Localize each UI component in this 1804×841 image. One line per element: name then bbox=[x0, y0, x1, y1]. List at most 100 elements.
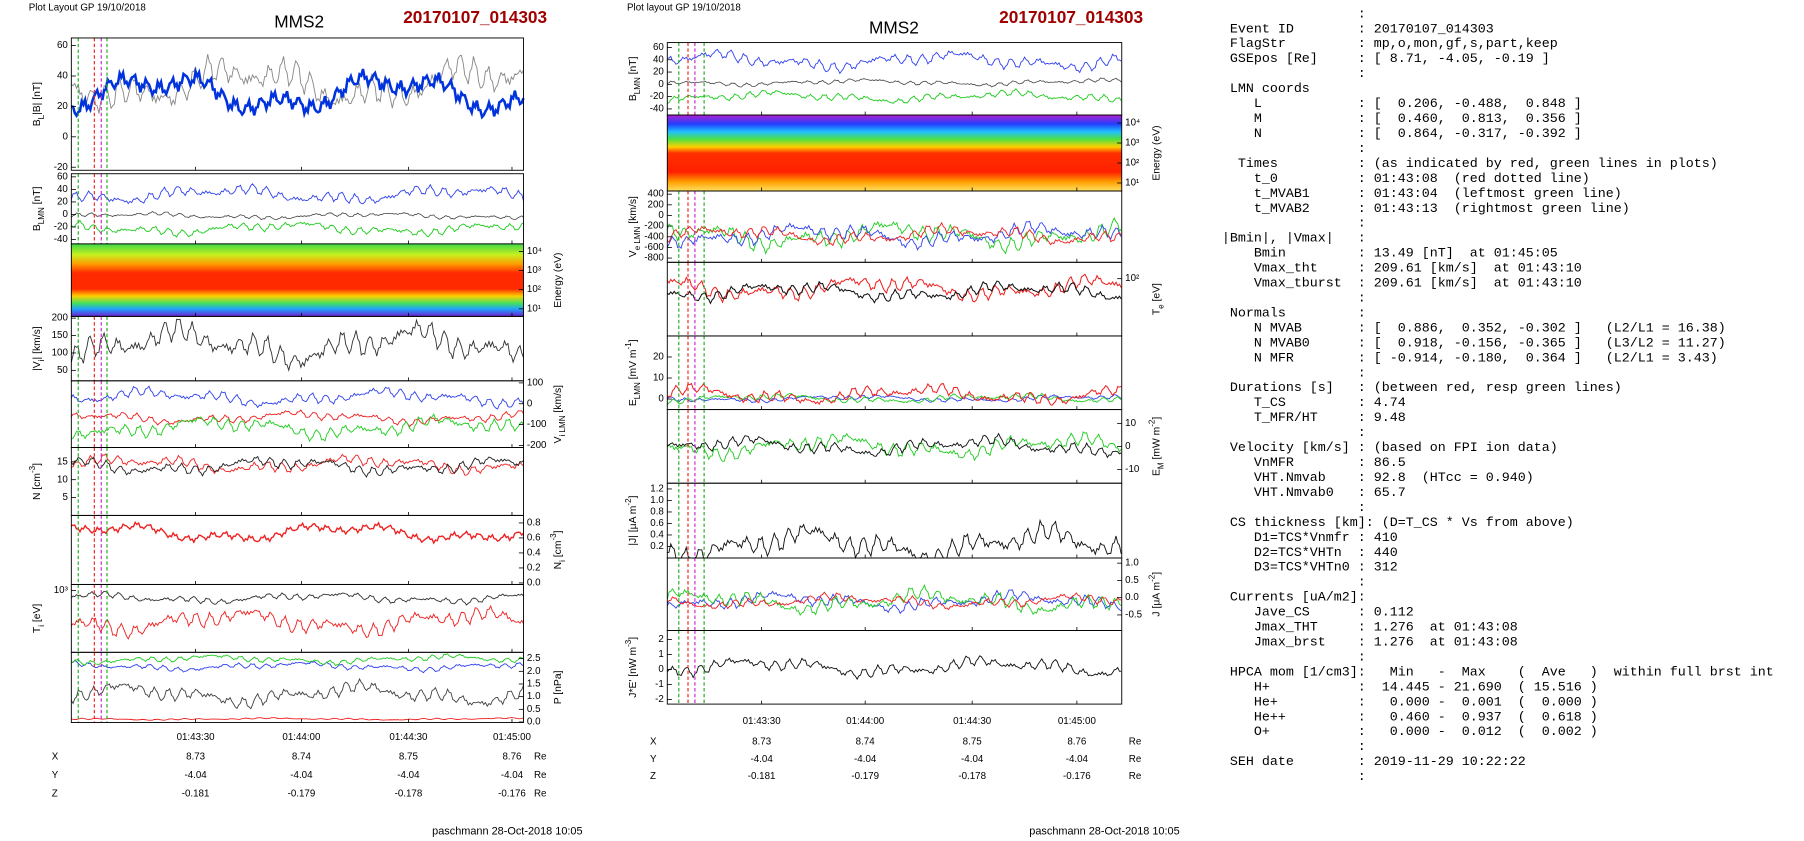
summary-line: SEH date : 2019-11-29 10:22:22 bbox=[1222, 755, 1526, 770]
x-tick-label: 01:43:30 bbox=[177, 732, 216, 743]
coord-name: X bbox=[650, 737, 657, 748]
coord-value: 8.76 bbox=[1067, 737, 1086, 748]
panel-frame bbox=[666, 190, 1123, 263]
y-tick-label: 1.0 bbox=[650, 495, 664, 506]
summary-line: N MVAB : [ 0.886, 0.352, -0.302 ] (L2/L1… bbox=[1222, 321, 1726, 336]
coord-value: -4.04 bbox=[961, 754, 984, 765]
summary-line: : bbox=[1222, 142, 1366, 157]
y-axis-label-part: ] bbox=[1151, 572, 1162, 575]
y-tick-label: 150 bbox=[52, 330, 69, 341]
traces bbox=[666, 655, 1122, 681]
coord-name: X bbox=[52, 752, 59, 763]
summary-line: t_MVAB1 : 01:43:04 (leftmost green line) bbox=[1222, 187, 1622, 202]
coord-value: -4.04 bbox=[290, 770, 313, 781]
spectrogram bbox=[667, 115, 1122, 191]
panel-frame bbox=[666, 42, 1123, 116]
y-tick-label: 400 bbox=[648, 189, 665, 200]
summary-line: D3=TCS*VHTn0 : 312 bbox=[1222, 561, 1398, 576]
y-axis-label-part: J*E' [nW m bbox=[628, 647, 639, 698]
y-tick-label: -800 bbox=[644, 253, 664, 264]
y-axis-label-part: |J| [μA m bbox=[628, 506, 639, 546]
x-tick-label: 01:45:00 bbox=[493, 732, 532, 743]
summary-line: FlagStr : mp,o,mon,gf,s,part,keep bbox=[1222, 37, 1558, 52]
summary-line: N MVAB0 : [ 0.918, -0.156, -0.365 ] (L3/… bbox=[1222, 336, 1726, 351]
spectrogram bbox=[71, 243, 524, 317]
coord-unit: Re bbox=[534, 788, 546, 799]
coord-value: 8.73 bbox=[186, 752, 205, 763]
y-tick-label: 20 bbox=[57, 101, 68, 112]
plot-title: MMS2 bbox=[869, 17, 919, 37]
y-axis-label-part: ] bbox=[628, 637, 639, 640]
y-tick-label: -100 bbox=[527, 419, 547, 430]
trace bbox=[70, 409, 524, 428]
traces bbox=[667, 518, 1122, 560]
coord-value: -0.179 bbox=[851, 771, 879, 782]
y-tick-label: -1 bbox=[655, 679, 664, 690]
y-tick-label: -200 bbox=[644, 221, 664, 232]
traces bbox=[70, 590, 524, 640]
trace bbox=[667, 382, 1122, 406]
coord-value: -4.04 bbox=[751, 754, 774, 765]
y-tick-label: 0.8 bbox=[650, 507, 664, 518]
y-axis-label-part: |B| [nT] bbox=[32, 82, 43, 115]
coord-name: Y bbox=[650, 754, 657, 765]
trace bbox=[71, 520, 524, 545]
summary-line: |Bmin|, |Vmax| : bbox=[1222, 232, 1366, 247]
y-tick-label: 0.6 bbox=[650, 518, 664, 529]
y-axis-label: J*E' [nW m-3] bbox=[623, 637, 638, 698]
coord-unit: Re bbox=[534, 752, 546, 763]
y-tick-label: 60 bbox=[653, 42, 664, 53]
trace bbox=[70, 455, 524, 478]
y-axis-label: Te [eV] bbox=[1151, 283, 1165, 315]
summary-line: D1=TCS*Vnmfr : 410 bbox=[1222, 531, 1398, 546]
y-axis-label: Vi LMN [km/s] bbox=[553, 385, 567, 444]
trace bbox=[71, 210, 524, 221]
y-axis-label-part: ] bbox=[1151, 417, 1162, 420]
y-tick-label: 0.0 bbox=[527, 578, 541, 589]
trace bbox=[666, 591, 1122, 611]
y-tick-label: 0.0 bbox=[1125, 592, 1139, 603]
trace bbox=[71, 219, 524, 238]
y-axis-label-part: -2 bbox=[1147, 574, 1156, 582]
y-axis-label-part: e LMN bbox=[632, 226, 641, 250]
y-axis-label-part: ] bbox=[628, 339, 639, 342]
y-axis-label-part: V bbox=[628, 250, 639, 257]
footer: paschmann 28-Oct-2018 10:05 bbox=[432, 826, 582, 838]
y-axis-label-part: N [cm bbox=[32, 473, 43, 500]
y-tick-label: 200 bbox=[648, 199, 665, 210]
summary-line: Durations [s] : (between red, resp green… bbox=[1222, 381, 1622, 396]
summary-line: Jmax_THT : 1.276 at 01:43:08 bbox=[1222, 621, 1518, 636]
y-tick-label: 10 bbox=[57, 474, 68, 485]
y-tick-label: 10⁴ bbox=[1125, 118, 1140, 129]
coord-name: Y bbox=[52, 770, 59, 781]
y-tick-label: 40 bbox=[653, 54, 664, 65]
traces bbox=[667, 48, 1122, 104]
y-tick-label: 20 bbox=[653, 67, 664, 78]
summary-line: : bbox=[1222, 366, 1366, 381]
y-tick-label: 10¹ bbox=[527, 303, 542, 314]
y-tick-label: 0.2 bbox=[527, 563, 541, 574]
coord-value: 8.76 bbox=[502, 752, 521, 763]
y-tick-label: 2.0 bbox=[527, 666, 541, 677]
summary-line: GSEpos [Re] : [ 8.71, -4.05, -0.19 ] bbox=[1222, 52, 1550, 67]
traces bbox=[666, 216, 1122, 255]
y-axis-label: Energy (eV) bbox=[1151, 125, 1162, 180]
summary-line: N : [ 0.864, -0.317, -0.392 ] bbox=[1222, 127, 1582, 142]
trace bbox=[667, 77, 1122, 88]
summary-line: Bmin : 13.49 [nT] at 01:45:05 bbox=[1222, 247, 1558, 262]
y-tick-label: 10³ bbox=[1125, 138, 1140, 149]
trace bbox=[667, 518, 1122, 560]
y-tick-label: 0.4 bbox=[527, 548, 541, 559]
traces bbox=[70, 385, 524, 443]
summary-line: N MFR : [ -0.914, -0.180, 0.364 ] (L2/L1… bbox=[1222, 351, 1718, 366]
y-tick-label: -2 bbox=[655, 694, 664, 705]
summary-line: Vmax_tburst : 209.61 [km/s] at 01:43:10 bbox=[1222, 277, 1582, 292]
y-tick-label: 20 bbox=[653, 352, 664, 363]
coord-value: -0.176 bbox=[1063, 771, 1091, 782]
y-tick-label: 0 bbox=[62, 131, 68, 142]
y-axis-label: Ve LMN [km/s] bbox=[628, 196, 642, 257]
y-tick-label: 2.5 bbox=[527, 653, 541, 664]
y-tick-label: 10² bbox=[1125, 273, 1140, 284]
trace bbox=[70, 677, 524, 710]
y-axis-label-part: [mW m bbox=[1151, 427, 1162, 463]
